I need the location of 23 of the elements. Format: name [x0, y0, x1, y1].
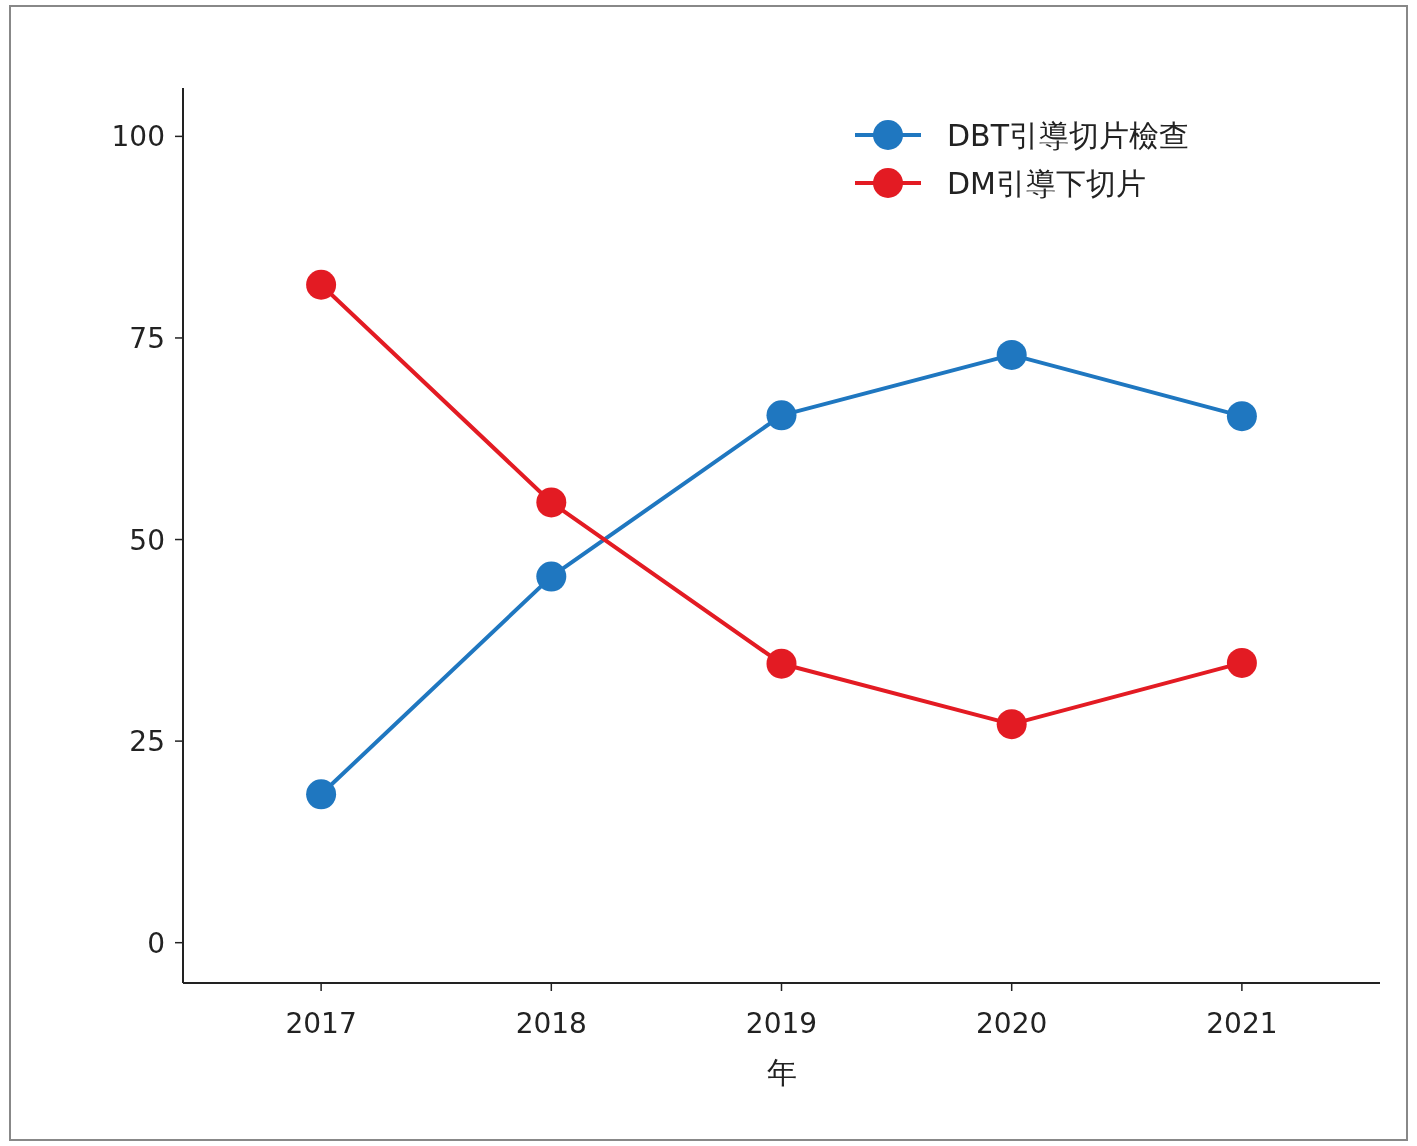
legend-label: DBT引導切片檢查	[947, 118, 1190, 153]
point	[1226, 401, 1257, 432]
y-tick-label: 0	[147, 926, 165, 960]
point	[766, 400, 797, 431]
point	[306, 779, 337, 810]
x-tick-label: 2017	[285, 1007, 357, 1040]
x-tick-label: 2020	[976, 1007, 1048, 1040]
point	[996, 339, 1027, 370]
point	[306, 269, 337, 300]
point	[536, 561, 567, 592]
y-tick-label: 75	[129, 321, 165, 355]
legend-label: DM引導下切片	[947, 166, 1146, 201]
point	[536, 487, 567, 518]
y-tick-label: 100	[111, 120, 165, 154]
x-tick-label: 2021	[1206, 1007, 1278, 1040]
point	[766, 648, 797, 679]
x-axis-title: 年	[766, 1055, 797, 1090]
point	[1226, 647, 1257, 678]
y-tick-label: 50	[129, 523, 165, 557]
y-tick-label: 25	[129, 725, 165, 759]
point	[996, 709, 1027, 740]
x-tick-label: 2019	[745, 1007, 818, 1040]
x-tick-label: 2018	[515, 1007, 587, 1040]
